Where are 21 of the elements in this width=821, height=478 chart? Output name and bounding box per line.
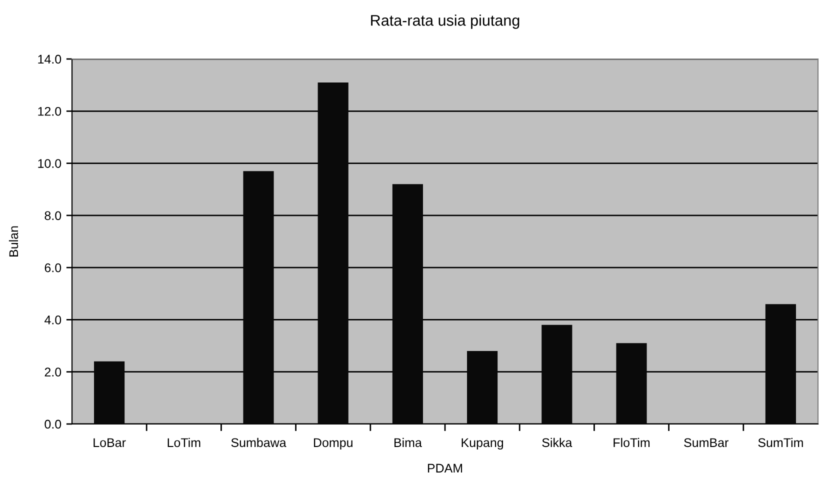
y-axis-title: Bulan (8, 226, 18, 256)
chart-title: Rata-rata usia piutang (371, 14, 520, 29)
x-tick-label: Bima (394, 438, 422, 448)
x-tick-label: Dompu (314, 438, 352, 450)
x-tick-label: LoBar (94, 438, 126, 448)
x-tick-label: Kupang (462, 438, 504, 450)
y-tick-label: 4.0 (44, 316, 62, 324)
y-tick-label: 14.0 (38, 54, 62, 64)
x-tick-label: Sumbawa (231, 438, 286, 448)
x-tick-label: LoTim (168, 438, 200, 448)
y-tick-label: 12.0 (38, 106, 62, 116)
y-tick-label: 2.0 (44, 368, 62, 377)
y-tick-label: 10.0 (38, 159, 62, 168)
y-tick-label: 0.0 (44, 420, 62, 429)
x-tick-label: FloTim (614, 438, 650, 448)
x-tick-label: SumTim (758, 438, 803, 448)
y-tick-label: 6.0 (44, 263, 62, 272)
y-tick-label: 8.0 (44, 211, 62, 220)
x-axis-title: PDAM (428, 464, 462, 472)
x-tick-label: SumBar (684, 438, 728, 448)
x-tick-label: Sikka (542, 438, 572, 448)
